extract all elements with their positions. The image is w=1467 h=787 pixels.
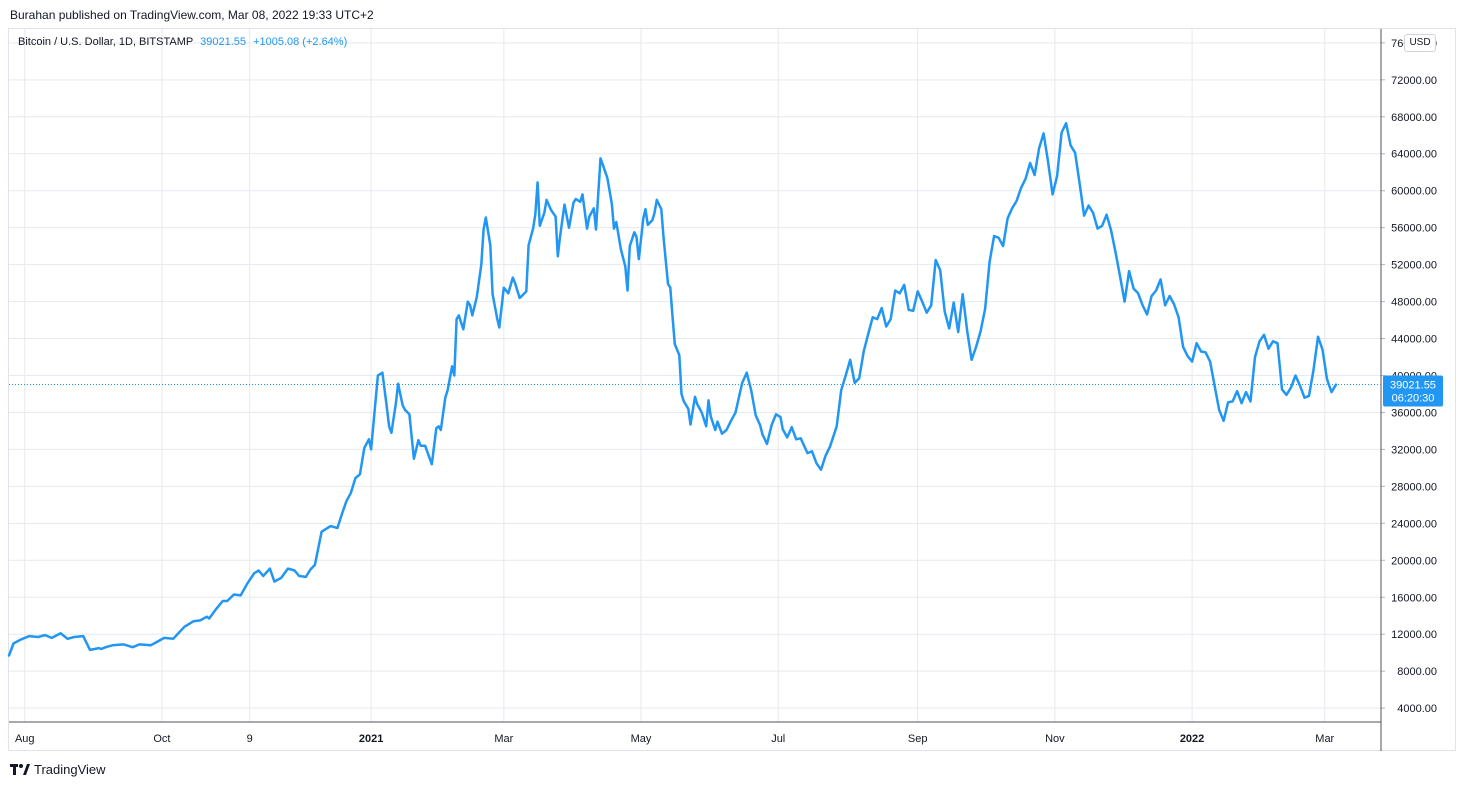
x-tick-label: Jul <box>771 733 785 745</box>
x-tick-label: 2021 <box>359 733 383 745</box>
x-tick-label: Aug <box>15 733 35 745</box>
x-tick-label: Nov <box>1045 733 1065 745</box>
y-tick-label: 28000.00 <box>1391 481 1437 493</box>
legend-symbol: Bitcoin / U.S. Dollar, 1D, BITSTAMP <box>18 36 194 48</box>
y-tick-label: 48000.00 <box>1391 297 1437 309</box>
y-tick-label: 68000.00 <box>1391 112 1437 124</box>
last-price-value: 39021.55 <box>1390 380 1436 392</box>
y-tick-label: 36000.00 <box>1391 407 1437 419</box>
x-tick-label: Oct <box>153 733 170 745</box>
y-tick-label: 4000.00 <box>1397 703 1437 715</box>
y-tick-label: 52000.00 <box>1391 260 1437 272</box>
x-tick-label: 2022 <box>1180 733 1204 745</box>
currency-button[interactable]: USD <box>1404 34 1436 52</box>
y-tick-label: 72000.00 <box>1391 75 1437 87</box>
y-tick-label: 56000.00 <box>1391 223 1437 235</box>
x-tick-label: Sep <box>908 733 928 745</box>
legend-price: 39021.55 <box>200 36 246 48</box>
y-tick-label: 24000.00 <box>1391 518 1437 530</box>
x-tick-label: May <box>631 733 652 745</box>
x-tick-label: 9 <box>247 733 253 745</box>
last-price-tag <box>1383 375 1443 407</box>
y-tick-label: 44000.00 <box>1391 334 1437 346</box>
price-series-line <box>7 121 1338 657</box>
footer-brand-label: TradingView <box>34 762 106 777</box>
legend-change: +1005.08 (+2.64%) <box>253 36 348 48</box>
y-tick-label: 60000.00 <box>1391 186 1437 198</box>
x-tick-label: Mar <box>494 733 513 745</box>
legend: Bitcoin / U.S. Dollar, 1D, BITSTAMP 3902… <box>18 36 347 48</box>
x-tick-label: Mar <box>1315 733 1334 745</box>
y-tick-label: 8000.00 <box>1397 666 1437 678</box>
y-tick-label: 64000.00 <box>1391 149 1437 161</box>
footer-brand[interactable]: TradingView <box>10 762 106 777</box>
y-tick-label: 20000.00 <box>1391 555 1437 567</box>
y-tick-label: 16000.00 <box>1391 592 1437 604</box>
last-price-countdown: 06:20:30 <box>1392 393 1435 405</box>
tradingview-logo-icon <box>10 763 30 776</box>
y-tick-label: 32000.00 <box>1391 444 1437 456</box>
chart-frame <box>8 28 1456 751</box>
publisher-line: Burahan published on TradingView.com, Ma… <box>10 8 374 22</box>
y-tick-label: 12000.00 <box>1391 629 1437 641</box>
